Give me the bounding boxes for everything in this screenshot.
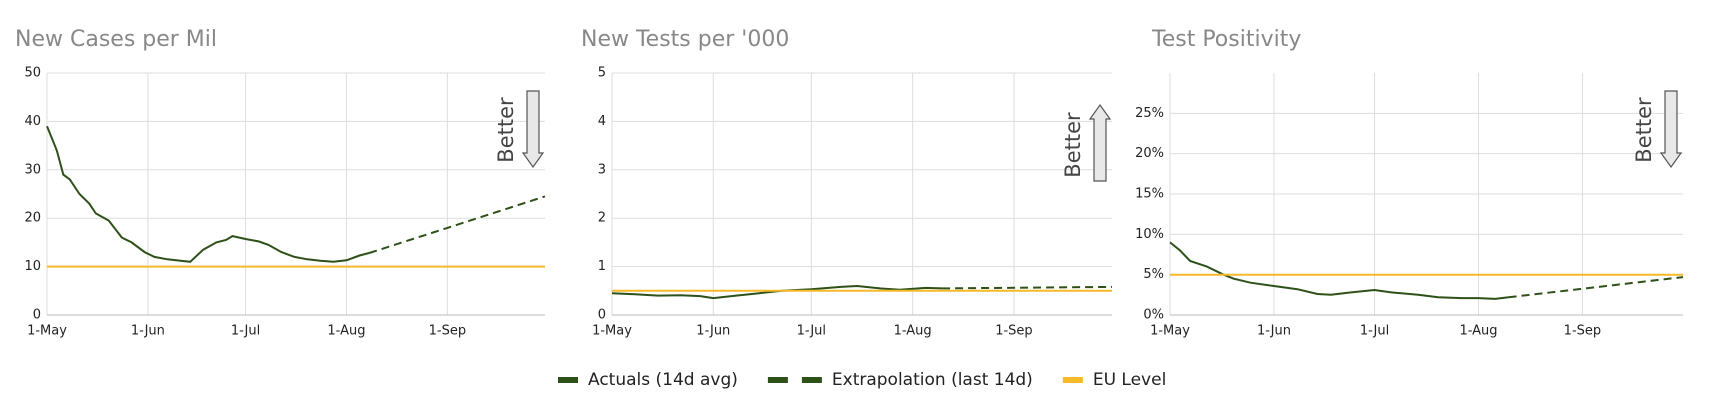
y-tick-label: 2 <box>598 211 606 226</box>
x-tick-label: 1-Jun <box>131 324 165 339</box>
legend: Actuals (14d avg) Extrapolation (last 14d… <box>558 370 1166 390</box>
y-tick-label: 25% <box>1135 106 1164 121</box>
legend-label: Actuals (14d avg) <box>588 370 738 390</box>
series-line <box>46 125 370 263</box>
x-tick-label: 1-Aug <box>327 324 365 339</box>
x-tick-label: 1-Jun <box>1257 324 1291 339</box>
better-label: Better <box>1061 112 1085 178</box>
x-tick-label: 1-Jul <box>1360 324 1389 339</box>
series-line <box>368 195 546 254</box>
legend-label: Extrapolation (last 14d) <box>832 370 1033 390</box>
y-tick-label: 10 <box>24 259 41 274</box>
series-line <box>1169 241 1509 300</box>
chart-title: Test Positivity <box>1151 27 1301 52</box>
y-tick-label: 1 <box>598 259 606 274</box>
x-tick-label: 1-May <box>1150 324 1190 339</box>
y-tick-label: 10% <box>1135 227 1164 242</box>
better-arrow <box>521 90 545 169</box>
x-tick-label: 1-Aug <box>1459 324 1497 339</box>
y-tick-label: 0 <box>33 308 41 323</box>
better-arrow <box>1659 90 1683 169</box>
legend-label: EU Level <box>1093 370 1166 390</box>
x-tick-label: 1-May <box>592 324 632 339</box>
y-tick-label: 20% <box>1135 146 1164 161</box>
chart-title: New Cases per Mil <box>15 27 217 52</box>
y-tick-label: 30 <box>24 162 41 177</box>
y-tick-label: 50 <box>24 66 41 81</box>
y-tick-label: 15% <box>1135 187 1164 202</box>
series-line <box>1508 276 1684 299</box>
x-tick-label: 1-Jul <box>797 324 826 339</box>
y-tick-label: 4 <box>598 114 606 129</box>
x-tick-label: 1-Jun <box>696 324 730 339</box>
y-tick-label: 40 <box>24 114 41 129</box>
y-tick-label: 3 <box>598 162 606 177</box>
x-tick-label: 1-Sep <box>429 324 466 339</box>
y-tick-label: 0 <box>598 308 606 323</box>
y-tick-label: 5 <box>598 66 606 81</box>
chart-title: New Tests per '000 <box>581 27 789 52</box>
series-line <box>611 284 943 300</box>
x-tick-label: 1-Sep <box>1564 324 1601 339</box>
y-tick-label: 0% <box>1143 308 1164 323</box>
series-line <box>942 285 1113 290</box>
better-label: Better <box>1632 97 1656 163</box>
y-tick-label: 5% <box>1143 267 1164 282</box>
x-tick-label: 1-Aug <box>894 324 932 339</box>
better-arrow <box>1088 103 1112 182</box>
x-tick-label: 1-Jul <box>231 324 260 339</box>
x-tick-label: 1-May <box>27 324 67 339</box>
y-tick-label: 20 <box>24 211 41 226</box>
x-tick-label: 1-Sep <box>995 324 1032 339</box>
better-label: Better <box>494 97 518 163</box>
